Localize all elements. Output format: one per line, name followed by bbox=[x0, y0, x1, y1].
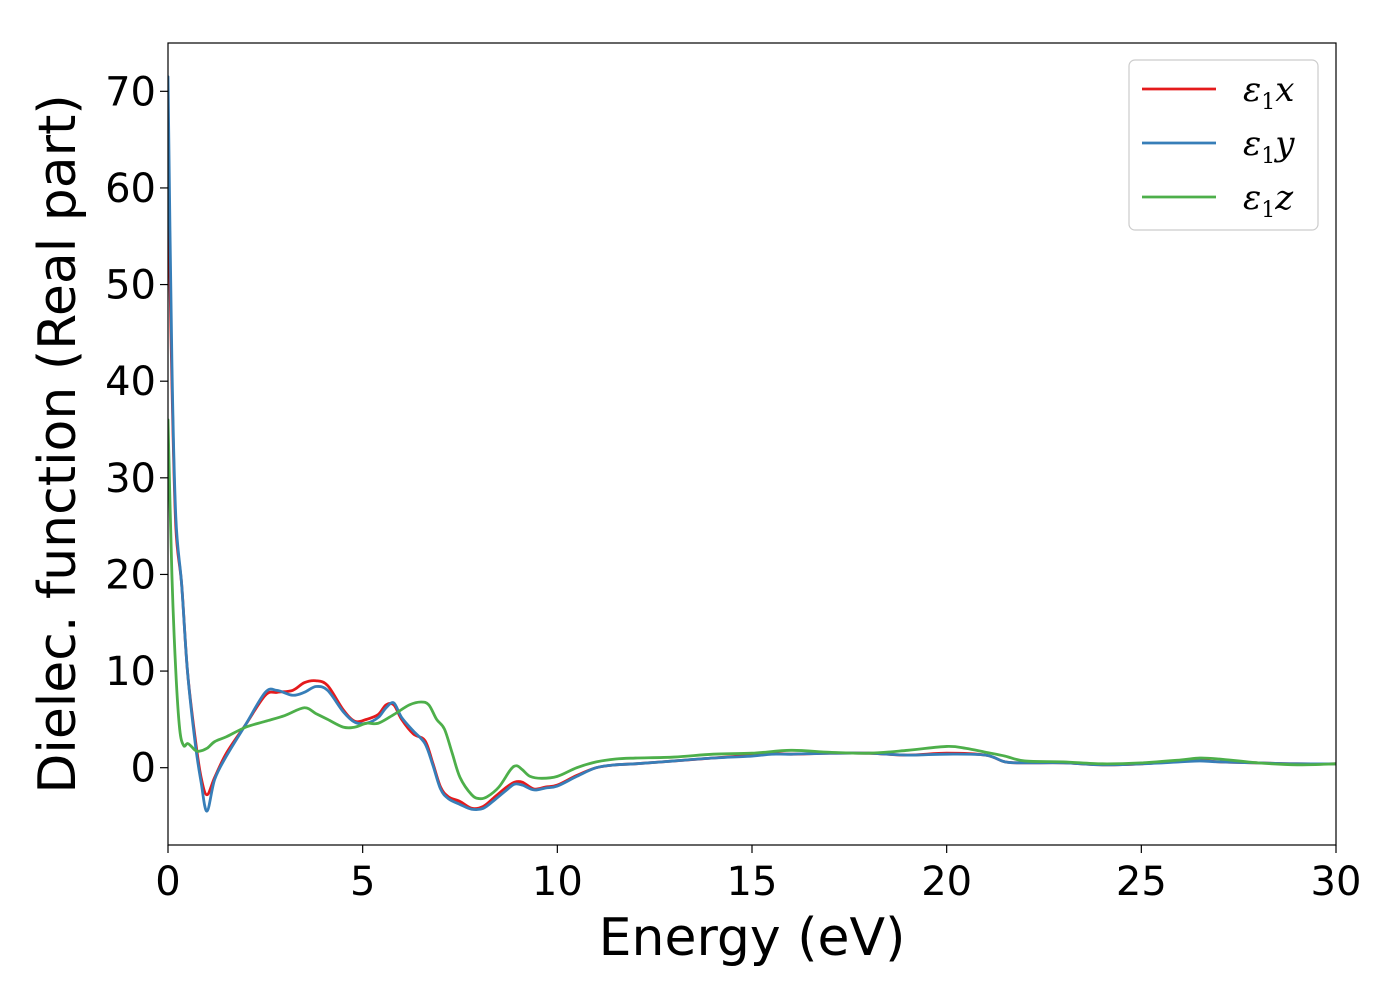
legend-component: z bbox=[1274, 178, 1294, 218]
legend-subscript: 1 bbox=[1261, 198, 1275, 223]
legend-symbol: ε bbox=[1243, 178, 1261, 218]
y-tick-label: 40 bbox=[105, 359, 156, 405]
legend-symbol: ε bbox=[1243, 70, 1261, 110]
y-tick-label: 30 bbox=[105, 456, 156, 502]
x-tick-label: 15 bbox=[727, 859, 778, 905]
series-line-y bbox=[168, 75, 1336, 813]
x-tick-label: 30 bbox=[1311, 859, 1362, 905]
series-line-z bbox=[168, 418, 1336, 801]
legend-subscript: 1 bbox=[1261, 144, 1275, 169]
x-tick-label: 20 bbox=[921, 859, 972, 905]
y-tick-label: 70 bbox=[105, 69, 156, 115]
x-tick-label: 5 bbox=[350, 859, 375, 905]
legend-symbol: ε bbox=[1243, 124, 1261, 164]
y-tick-label: 20 bbox=[105, 552, 156, 598]
legend-component: y bbox=[1273, 124, 1295, 164]
x-tick-label: 25 bbox=[1116, 859, 1167, 905]
x-tick-label: 10 bbox=[532, 859, 583, 905]
y-tick-label: 10 bbox=[105, 649, 156, 695]
legend-label-y: ε1y bbox=[1243, 124, 1295, 169]
y-tick-label: 50 bbox=[105, 263, 156, 309]
legend-subscript: 1 bbox=[1261, 90, 1275, 115]
y-tick-label: 60 bbox=[105, 166, 156, 212]
y-axis-label: Dielec. function (Real part) bbox=[28, 94, 88, 793]
x-axis-label: Energy (eV) bbox=[599, 908, 906, 968]
legend-label-z: ε1z bbox=[1243, 178, 1294, 223]
legend-component: x bbox=[1275, 70, 1294, 110]
legend-frame bbox=[1128, 59, 1319, 231]
y-axis: 0 10 20 30 40 50 60 70 bbox=[105, 69, 168, 792]
x-axis: 0 5 10 15 20 25 30 bbox=[155, 845, 1361, 905]
x-tick-label: 0 bbox=[155, 859, 180, 905]
y-tick-label: 0 bbox=[131, 746, 156, 792]
series-layer bbox=[168, 75, 1336, 813]
legend-label-x: ε1x bbox=[1243, 70, 1294, 115]
